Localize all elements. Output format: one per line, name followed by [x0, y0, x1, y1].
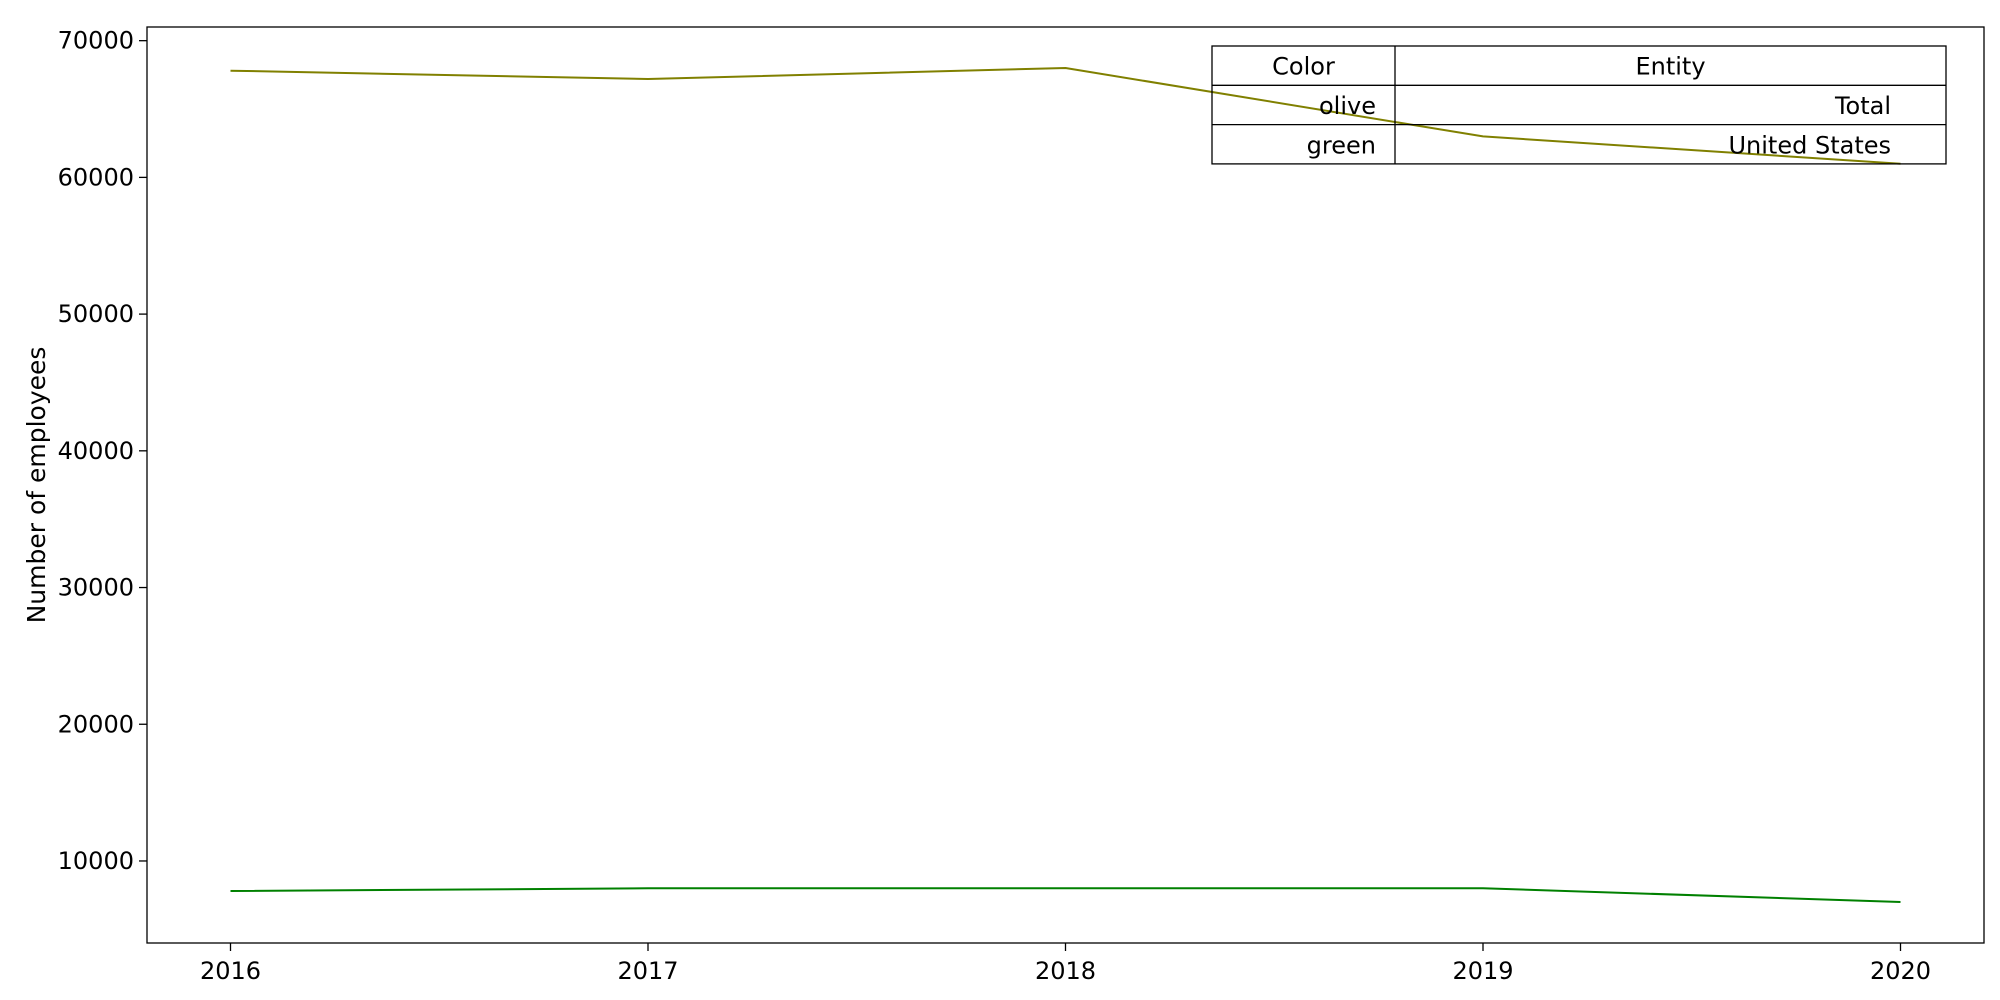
- x-tick-label: 2020: [1870, 957, 1931, 985]
- legend-table: Color Entity olive Total green United States: [1211, 45, 1947, 165]
- x-tick-label: 2016: [200, 957, 261, 985]
- y-axis-title: Number of employees: [22, 347, 51, 624]
- x-tick-label: 2019: [1452, 957, 1513, 985]
- y-tick-label: 60000: [58, 163, 134, 191]
- x-tick-label: 2018: [1035, 957, 1096, 985]
- y-tick-label: 40000: [58, 437, 134, 465]
- y-tick-label: 10000: [58, 847, 134, 875]
- x-tick-label: 2017: [617, 957, 678, 985]
- series-line-1: [230, 67, 1901, 165]
- x-axis: 2016 2017 2018 2019 2020: [200, 943, 1931, 985]
- legend-table-border: [1211, 45, 1947, 165]
- y-tick-label: 50000: [58, 300, 134, 328]
- legend-header-entity: Entity: [1635, 53, 1705, 81]
- y-axis: 10000 20000 30000 40000 50000 60000 70000: [58, 27, 147, 875]
- legend-color-cell: olive: [1319, 92, 1376, 120]
- series-line-2: [230, 887, 1901, 903]
- series-layer: [230, 67, 1901, 903]
- legend-entity-cell: Total: [1834, 92, 1891, 120]
- y-tick-label: 70000: [58, 27, 134, 55]
- y-tick-label: 20000: [58, 710, 134, 738]
- y-tick-label: 30000: [58, 574, 134, 602]
- legend-header-color: Color: [1272, 53, 1335, 81]
- legend-color-cell: green: [1307, 131, 1376, 159]
- legend-entity-cell: United States: [1728, 131, 1891, 159]
